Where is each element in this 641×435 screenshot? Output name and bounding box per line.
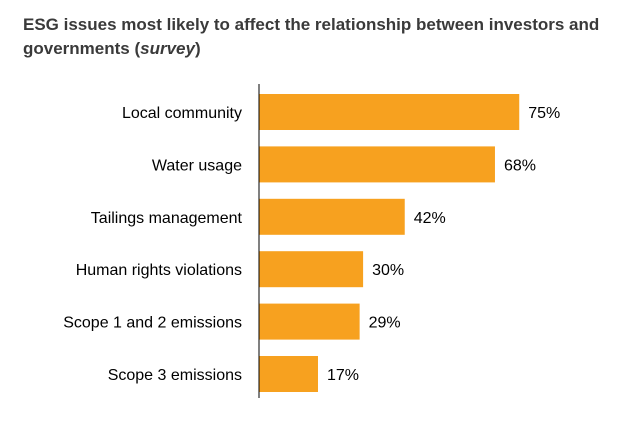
bar-scope-3-emissions	[259, 356, 318, 392]
value-label-local-community: 75%	[528, 105, 560, 122]
value-label-tailings-management: 42%	[414, 210, 446, 227]
category-labels-group: Local community Water usage Tailings manag…	[63, 105, 242, 384]
chart-title-main: ESG issues most likely to affect the rel…	[23, 15, 600, 58]
category-label-scope-3-emissions: Scope 3 emissions	[108, 367, 242, 384]
chart-title-end: )	[194, 39, 201, 58]
value-label-water-usage: 68%	[504, 157, 536, 174]
bars-group	[259, 94, 520, 392]
bar-water-usage	[259, 146, 495, 183]
value-label-human-rights-violations: 30%	[372, 262, 404, 279]
bar-local-community	[259, 94, 520, 130]
category-label-tailings-management: Tailings management	[91, 210, 243, 227]
category-label-local-community: Local community	[122, 105, 242, 122]
value-labels-group: 75% 68% 42% 30% 29% 17%	[327, 105, 560, 384]
value-label-scope-1-and-2-emissions: 29%	[369, 315, 401, 332]
bar-human-rights-violations	[259, 251, 364, 288]
chart-title-emphasis: survey	[140, 39, 195, 58]
chart-title: ESG issues most likely to affect the rel…	[23, 13, 623, 61]
bar-tailings-management	[259, 198, 405, 235]
category-label-human-rights-violations: Human rights violations	[76, 262, 242, 279]
value-label-scope-3-emissions: 17%	[327, 367, 359, 384]
category-label-scope-1-and-2-emissions: Scope 1 and 2 emissions	[63, 315, 242, 332]
category-label-water-usage: Water usage	[152, 157, 242, 174]
bar-scope-1-and-2-emissions	[259, 303, 360, 340]
